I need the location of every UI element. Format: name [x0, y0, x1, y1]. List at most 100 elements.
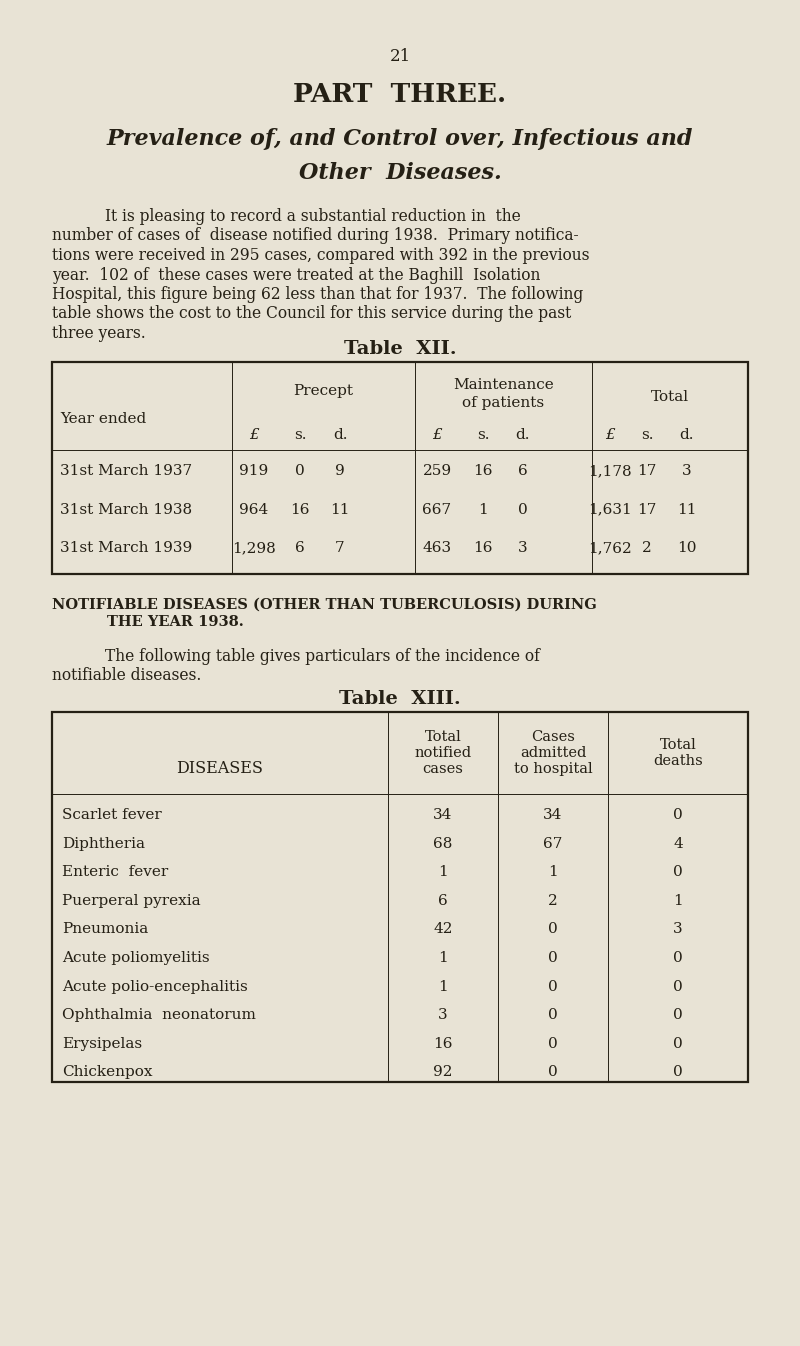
- Text: 1,762: 1,762: [588, 541, 632, 556]
- Text: s.: s.: [477, 428, 490, 441]
- Text: deaths: deaths: [653, 754, 703, 769]
- Text: 10: 10: [678, 541, 697, 556]
- Text: d.: d.: [333, 428, 347, 441]
- Text: Table  XIII.: Table XIII.: [339, 690, 461, 708]
- Text: £: £: [605, 428, 615, 441]
- Text: Cases: Cases: [531, 730, 575, 744]
- Text: 3: 3: [438, 1008, 448, 1022]
- Text: 0: 0: [673, 1066, 683, 1079]
- Text: 0: 0: [673, 865, 683, 879]
- Text: 1: 1: [438, 980, 448, 993]
- Text: number of cases of  disease notified during 1938.  Primary notifica-: number of cases of disease notified duri…: [52, 227, 578, 245]
- Text: 0: 0: [673, 980, 683, 993]
- Text: 92: 92: [434, 1066, 453, 1079]
- Text: 964: 964: [239, 502, 269, 517]
- Text: Scarlet fever: Scarlet fever: [62, 808, 162, 822]
- Text: 1: 1: [438, 952, 448, 965]
- Text: Total: Total: [425, 730, 462, 744]
- Text: NOTIFIABLE DISEASES (OTHER THAN TUBERCULOSIS) DURING: NOTIFIABLE DISEASES (OTHER THAN TUBERCUL…: [52, 598, 597, 612]
- Text: 4: 4: [673, 837, 683, 851]
- Text: Puerperal pyrexia: Puerperal pyrexia: [62, 894, 201, 907]
- Text: Acute polio-encephalitis: Acute polio-encephalitis: [62, 980, 248, 993]
- Text: 0: 0: [548, 952, 558, 965]
- Text: 919: 919: [239, 464, 269, 478]
- Text: £: £: [432, 428, 442, 441]
- Text: tions were received in 295 cases, compared with 392 in the previous: tions were received in 295 cases, compar…: [52, 248, 590, 264]
- Text: Chickenpox: Chickenpox: [62, 1066, 153, 1079]
- Text: three years.: three years.: [52, 324, 146, 342]
- Text: 21: 21: [390, 48, 410, 65]
- Text: 68: 68: [434, 837, 453, 851]
- Text: 0: 0: [548, 1008, 558, 1022]
- Text: 1: 1: [478, 502, 488, 517]
- Text: Total: Total: [660, 738, 696, 752]
- Text: 31st March 1939: 31st March 1939: [60, 541, 192, 556]
- Text: 16: 16: [474, 541, 493, 556]
- Text: Maintenance: Maintenance: [453, 378, 554, 392]
- Text: 1: 1: [673, 894, 683, 907]
- Text: notified: notified: [414, 746, 471, 760]
- Text: 31st March 1938: 31st March 1938: [60, 502, 192, 517]
- Text: 16: 16: [434, 1036, 453, 1051]
- Text: Prevalence of, and Control over, Infectious and: Prevalence of, and Control over, Infecti…: [107, 128, 693, 149]
- Text: It is pleasing to record a substantial reduction in  the: It is pleasing to record a substantial r…: [105, 209, 521, 225]
- Text: 0: 0: [548, 1066, 558, 1079]
- Text: DISEASES: DISEASES: [177, 760, 263, 777]
- Text: The following table gives particulars of the incidence of: The following table gives particulars of…: [105, 647, 540, 665]
- Text: Precept: Precept: [294, 384, 354, 398]
- Text: 34: 34: [434, 808, 453, 822]
- Text: 3: 3: [682, 464, 692, 478]
- Text: 2: 2: [548, 894, 558, 907]
- Text: 1,298: 1,298: [232, 541, 276, 556]
- Text: Table  XII.: Table XII.: [344, 341, 456, 358]
- Text: Ophthalmia  neonatorum: Ophthalmia neonatorum: [62, 1008, 256, 1022]
- Text: cases: cases: [422, 762, 463, 777]
- Text: 667: 667: [422, 502, 451, 517]
- Text: 0: 0: [673, 952, 683, 965]
- Text: 1,178: 1,178: [588, 464, 632, 478]
- Text: 31st March 1937: 31st March 1937: [60, 464, 192, 478]
- Text: Diphtheria: Diphtheria: [62, 837, 145, 851]
- Text: 0: 0: [548, 922, 558, 937]
- Text: 0: 0: [295, 464, 305, 478]
- Text: 7: 7: [335, 541, 345, 556]
- Text: s.: s.: [294, 428, 306, 441]
- Text: 67: 67: [543, 837, 562, 851]
- Text: 0: 0: [673, 1036, 683, 1051]
- Text: 0: 0: [673, 808, 683, 822]
- Text: 1: 1: [438, 865, 448, 879]
- Text: 9: 9: [335, 464, 345, 478]
- Text: s.: s.: [641, 428, 654, 441]
- Text: table shows the cost to the Council for this service during the past: table shows the cost to the Council for …: [52, 306, 571, 323]
- Text: 16: 16: [474, 464, 493, 478]
- Text: Enteric  fever: Enteric fever: [62, 865, 168, 879]
- Text: year.  102 of  these cases were treated at the Baghill  Isolation: year. 102 of these cases were treated at…: [52, 267, 540, 284]
- Text: 6: 6: [438, 894, 448, 907]
- Text: of patients: of patients: [462, 396, 545, 411]
- Text: 1: 1: [548, 865, 558, 879]
- Text: 11: 11: [678, 502, 697, 517]
- Text: 0: 0: [548, 1036, 558, 1051]
- Text: 42: 42: [434, 922, 453, 937]
- Text: Total: Total: [651, 390, 689, 404]
- Text: THE YEAR 1938.: THE YEAR 1938.: [107, 615, 244, 629]
- Text: to hospital: to hospital: [514, 762, 592, 777]
- Text: 6: 6: [295, 541, 305, 556]
- Text: admitted: admitted: [520, 746, 586, 760]
- Text: Hospital, this figure being 62 less than that for 1937.  The following: Hospital, this figure being 62 less than…: [52, 285, 583, 303]
- Text: 463: 463: [422, 541, 451, 556]
- Text: 11: 11: [330, 502, 350, 517]
- Text: 0: 0: [518, 502, 528, 517]
- Text: 6: 6: [518, 464, 528, 478]
- Text: 3: 3: [518, 541, 528, 556]
- Text: Erysipelas: Erysipelas: [62, 1036, 142, 1051]
- Text: 0: 0: [673, 1008, 683, 1022]
- Text: 2: 2: [642, 541, 652, 556]
- Text: 17: 17: [638, 464, 657, 478]
- Text: Acute poliomyelitis: Acute poliomyelitis: [62, 952, 210, 965]
- Text: d.: d.: [680, 428, 694, 441]
- Text: notifiable diseases.: notifiable diseases.: [52, 668, 202, 685]
- Text: £: £: [249, 428, 259, 441]
- Text: d.: d.: [516, 428, 530, 441]
- Text: Pneumonia: Pneumonia: [62, 922, 148, 937]
